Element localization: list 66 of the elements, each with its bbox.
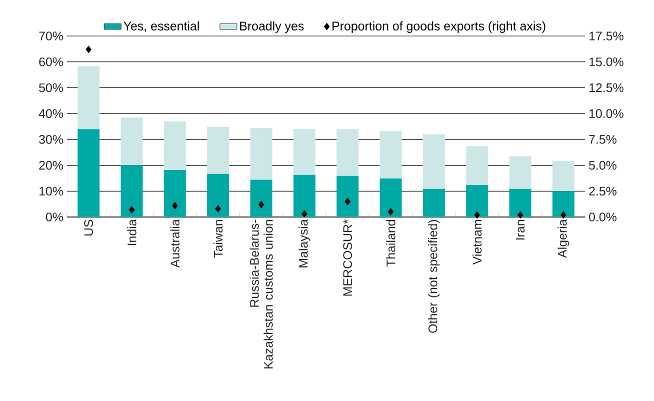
bar <box>78 66 100 130</box>
bar <box>466 146 488 185</box>
y-tick-label: 20% <box>39 160 64 170</box>
bar <box>552 191 574 217</box>
bar <box>78 129 100 217</box>
y-tick-label: 70% <box>39 32 64 40</box>
bar <box>509 156 532 189</box>
bar <box>422 188 445 217</box>
point <box>302 210 308 218</box>
bar <box>120 165 143 217</box>
x-tick-label: MERCOSUR* <box>343 219 352 296</box>
point <box>560 211 566 219</box>
y2-tick-label: 12.5% <box>589 83 624 92</box>
y-tick-label: 60% <box>39 57 64 66</box>
bar <box>422 134 445 189</box>
x-tick-label: Other (not specified) <box>428 220 440 333</box>
point <box>172 202 178 210</box>
y2-tick-label: 5.0% <box>589 160 616 170</box>
bar <box>250 180 272 217</box>
legend-label: Proportion of goods exports (right axis) <box>332 21 546 33</box>
x-tick-label: Algeria <box>558 219 570 258</box>
point <box>128 206 135 214</box>
bar <box>336 176 359 217</box>
bar <box>120 117 143 166</box>
point <box>388 208 394 216</box>
x-tick-label: Russia-Belarus-Kazakhstan customs union <box>250 220 273 368</box>
bar <box>380 178 402 217</box>
y-tick-label: 50% <box>39 83 64 92</box>
x-tick-label: US <box>84 220 93 236</box>
y2-tick-label: 7.5% <box>589 135 616 144</box>
y-tick-label: 30% <box>39 135 64 144</box>
bar <box>336 129 359 176</box>
y2-tick-label: 2.5% <box>589 186 616 196</box>
bar <box>552 160 574 192</box>
x-tick-label: Thailand <box>386 220 396 267</box>
y2-tick-label: 15.0% <box>589 57 624 66</box>
x-tick-label: Taiwan <box>214 220 223 258</box>
bar <box>164 170 186 217</box>
y-tick-label: 40% <box>38 109 64 118</box>
bar <box>207 127 230 174</box>
bar <box>293 129 316 175</box>
bar <box>250 128 272 180</box>
legend-label: Yes, essential <box>124 21 199 32</box>
x-tick-label: Australia <box>170 219 180 268</box>
x-tick-label: Vietnam <box>472 220 482 265</box>
bar <box>293 174 316 217</box>
legend-label: Broadly yes <box>240 21 304 33</box>
x-tick-label: India <box>127 219 136 246</box>
point <box>215 204 221 213</box>
point <box>344 198 350 206</box>
point <box>474 211 480 219</box>
y-tick-label: 10% <box>40 186 64 196</box>
point <box>517 211 524 219</box>
x-tick-label: Malaysia <box>298 219 310 268</box>
bar <box>466 184 488 217</box>
point <box>258 200 264 208</box>
x-tick-label: Iran <box>516 220 525 240</box>
bar <box>164 121 186 170</box>
bar <box>380 131 402 178</box>
bar <box>207 174 230 217</box>
y2-tick-label: 0.0% <box>589 212 616 222</box>
y2-tick-label: 10.0% <box>589 109 624 118</box>
point <box>86 46 92 54</box>
bar <box>509 188 532 217</box>
y2-tick-label: 17.5% <box>589 32 624 40</box>
y-tick-label: 0% <box>46 212 64 222</box>
